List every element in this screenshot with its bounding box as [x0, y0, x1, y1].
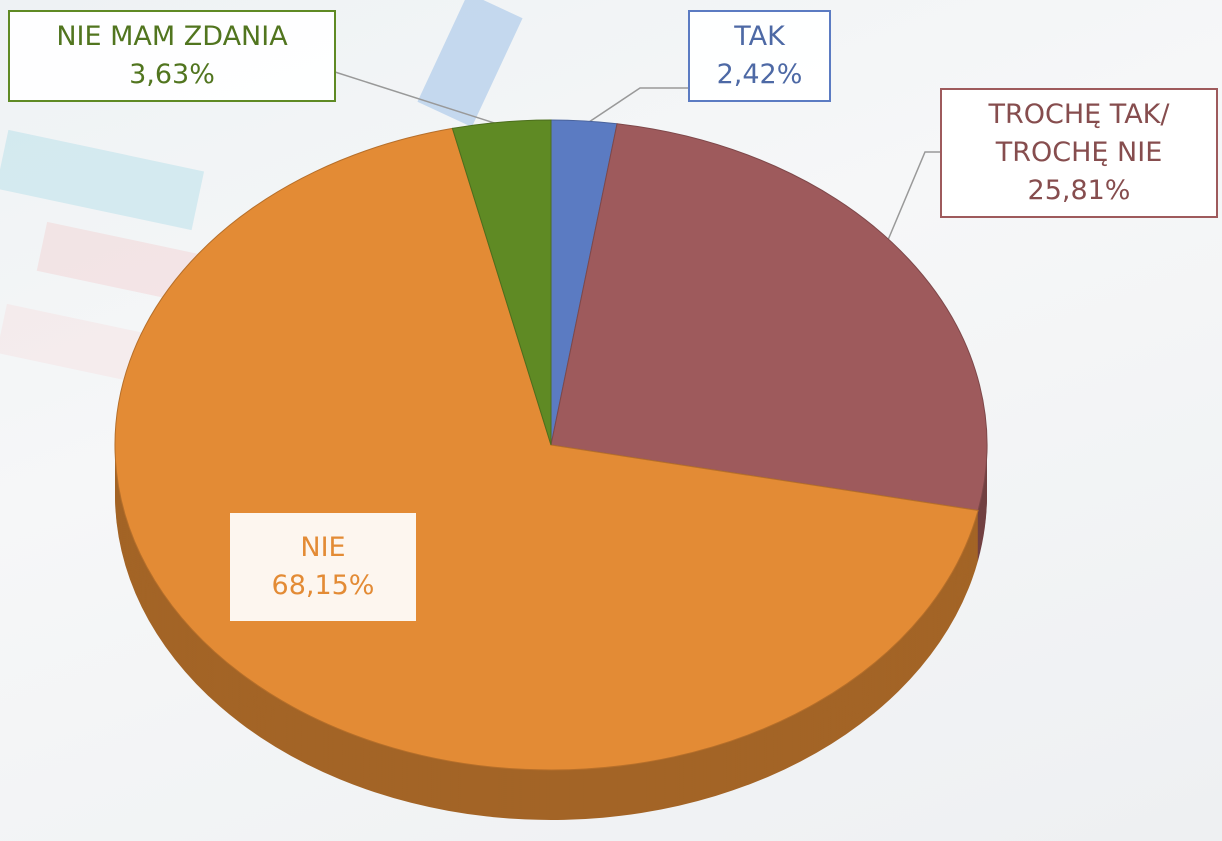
slice: [451, 119, 552, 446]
data-label: NIE 68,15%: [230, 513, 416, 621]
data-label: TAK 2,42%: [688, 10, 831, 102]
data-label: NIE MAM ZDANIA 3,63%: [8, 10, 336, 102]
category-label: NIE MAM ZDANIA: [56, 21, 288, 52]
category-label: TROCHĘ TAK/ TROCHĘ NIE: [988, 99, 1170, 168]
slice: [550, 123, 988, 512]
value-label: 2,42%: [716, 59, 803, 90]
data-label: TROCHĘ TAK/ TROCHĘ NIE 25,81%: [940, 88, 1218, 218]
value-label: 25,81%: [1027, 175, 1131, 206]
value-label: 3,63%: [129, 59, 215, 90]
value-label: 68,15%: [271, 570, 375, 601]
category-label: NIE: [300, 532, 346, 563]
category-label: TAK: [734, 21, 785, 52]
leader-lines: [334, 71, 940, 241]
